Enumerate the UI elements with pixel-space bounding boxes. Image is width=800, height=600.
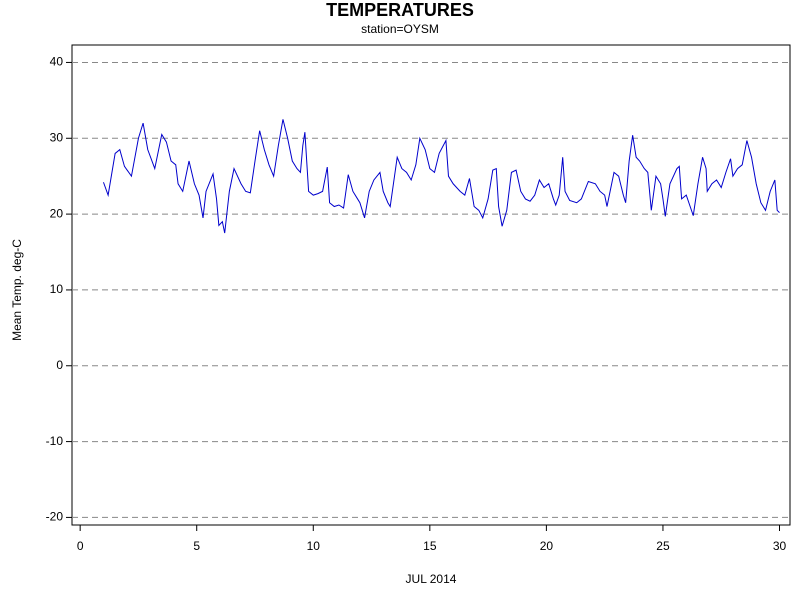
y-tick-label: 20: [50, 206, 64, 220]
x-tick-label: 30: [773, 539, 787, 553]
data-line: [102, 119, 780, 234]
x-tick-label: 15: [423, 539, 437, 553]
chart-subtitle: station=OYSM: [361, 22, 439, 36]
x-tick-label: 0: [77, 539, 84, 553]
x-axis-label: JUL 2014: [406, 572, 457, 586]
y-tick-label: 40: [50, 55, 64, 69]
chart-title: TEMPERATURES: [326, 0, 474, 20]
plot-frame: [71, 44, 791, 526]
y-tick-label: 10: [50, 282, 64, 296]
y-axis-label: Mean Temp. deg-C: [10, 239, 24, 341]
y-tick-label: -20: [46, 510, 64, 524]
x-tick-label: 20: [540, 539, 554, 553]
y-tick-label: 0: [56, 358, 63, 372]
y-tick-label: 30: [50, 130, 64, 144]
y-tick-label: -10: [46, 434, 64, 448]
x-tick-label: 25: [656, 539, 670, 553]
x-tick-label: 5: [193, 539, 200, 553]
x-tick-label: 10: [307, 539, 321, 553]
